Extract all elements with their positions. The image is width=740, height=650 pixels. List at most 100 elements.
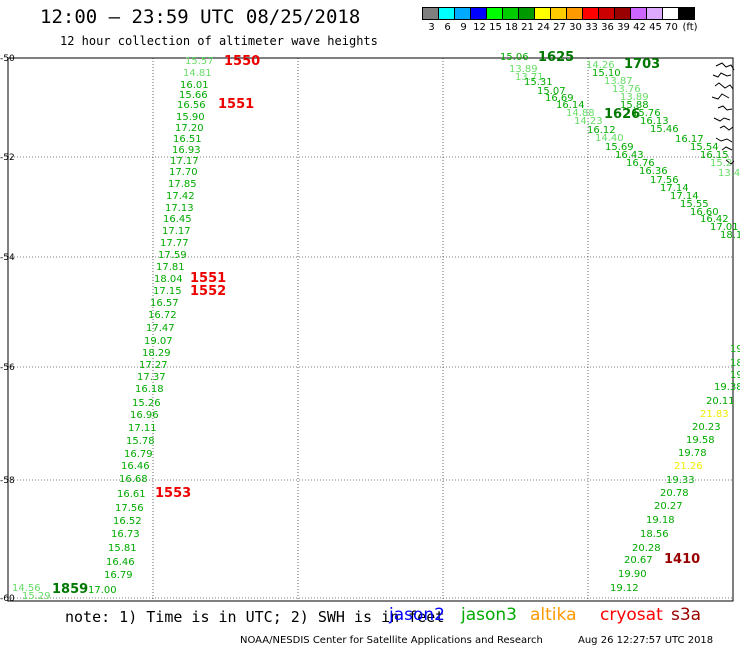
swh-value: 20.23 [692,422,721,433]
legend-label: 70 [665,22,678,33]
satellite-label-cryosat: cryosat [600,605,663,625]
swh-value: 17.77 [160,238,189,249]
swh-value: 19 [730,344,740,355]
legend-label: 6 [444,22,451,33]
swh-value: 15.90 [176,112,205,123]
swh-value: 15.55 [680,199,709,210]
legend-label: 45 [649,22,662,33]
swh-value: 17.15 [153,286,182,297]
swh-value: 13.89 [620,92,649,103]
swh-value: 18.29 [142,348,171,359]
legend-label: 27 [553,22,566,33]
swh-value: 19.38 [714,382,740,393]
swh-value: 17.17 [170,156,199,167]
swh-value: 16.60 [690,207,719,218]
swh-value: 19.12 [610,583,639,594]
swh-value: 17.13 [165,203,194,214]
swh-value: 17.85 [168,179,197,190]
swh-value: 17.81 [156,262,185,273]
legend-label: 39 [617,22,630,33]
credit-timestamp: Aug 26 12:27:57 UTC 2018 [578,635,714,646]
map-subtitle: 12 hour collection of altimeter wave hei… [60,34,378,48]
swh-value: 20.28 [632,543,661,554]
legend-label: 24 [537,22,550,33]
swh-value: 19.33 [666,475,695,486]
legend-label: 3 [428,22,435,33]
swh-value: 13.4 [718,168,740,179]
swh-value: 14.40 [595,133,624,144]
swh-value: 16.73 [111,529,140,540]
swh-value: 16.46 [106,557,135,568]
swh-value: 16.69 [545,93,574,104]
legend-label: 12 [473,22,486,33]
swh-value: 16.01 [180,80,209,91]
swh-value: 16.42 [700,214,729,225]
swh-value: 15.2 [710,158,732,169]
map-grid [7,57,734,602]
swh-value: 15.78 [126,436,155,447]
swh-value: 16.14 [556,100,585,111]
swh-value: 13.71 [515,72,544,83]
axis-labels: -50-52-54-56-58-60-90-87-84-81-78-75 [0,54,15,604]
legend-label: 18 [505,22,518,33]
swh-value: 16.52 [113,516,142,527]
swh-value: 16.76 [626,158,655,169]
swh-value: 20.27 [654,501,683,512]
swh-value: 17.00 [88,585,117,596]
color-legend: 3 6 9 12 15 18 21 24 27 30 33 36 39 42 45 70 (ft) [422,5,698,33]
swh-value: 19.07 [144,336,173,347]
swh-value: 15.07 [537,86,566,97]
map-title: 12:00 – 23:59 UTC 08/25/2018 [40,6,361,28]
swh-value: 15.88 [620,100,649,111]
lat-label: -60 [0,594,15,604]
swh-value: 21.26 [674,461,703,472]
swh-value: 17.70 [169,167,198,178]
swh-value: 13.87 [604,76,633,87]
swh-value: 19.90 [618,569,647,580]
swh-value: 15.81 [108,543,137,554]
track-time: 1410 [664,552,700,567]
legend-swatch [678,7,695,20]
swh-value: 16.79 [124,449,153,460]
swh-value: 16.43 [615,150,644,161]
legend-label: 33 [585,22,598,33]
swh-value: 18.04 [154,274,183,285]
swh-value: 17.47 [146,323,175,334]
legend-label: 15 [489,22,502,33]
swh-value: 15.66 [179,90,208,101]
swh-value: 16.93 [172,145,201,156]
swh-value: 13.89 [509,64,538,75]
swh-value: 17.17 [162,226,191,237]
swh-value: 19.78 [678,448,707,459]
swh-value: 15.57 [185,56,214,67]
footnote: note: 1) Time is in UTC; 2) SWH is in fe… [65,608,445,626]
track-time: 1703 [624,57,660,72]
swh-value: 16.18 [135,384,164,395]
swh-value: 19 [730,370,740,381]
swh-value: 17.56 [650,175,679,186]
swh-value: 15.54 [690,142,719,153]
lat-label: -58 [0,476,15,486]
swh-value: 18.1 [720,230,740,241]
altimeter-map: -50-52-54-56-58-60-90-87-84-81-78-75 15.… [0,50,740,604]
satellite-label-s3a: s3a [671,605,702,625]
coastline-path [711,62,735,165]
legend-swatches [422,5,695,24]
swh-value: 16.17 [675,134,704,145]
swh-value: 16.61 [117,489,146,500]
swh-value: 16.45 [163,214,192,225]
swh-value: 14.23 [574,116,603,127]
swh-value: 15.46 [650,124,679,135]
coastline [711,62,735,165]
swh-value: 16.36 [639,166,668,177]
swh-value: 15.29 [22,591,51,602]
swh-value: 14.88 [566,108,595,119]
swh-value: 17.20 [175,123,204,134]
swh-value: 16.96 [130,410,159,421]
swh-value: 16.12 [587,125,616,136]
credit-line: NOAA/NESDIS Center for Satellite Applica… [240,635,543,646]
swh-value: 16.72 [148,310,177,321]
swh-value: 16.57 [150,298,179,309]
swh-value: 18 [730,358,740,369]
swh-value: 17.27 [139,360,168,371]
